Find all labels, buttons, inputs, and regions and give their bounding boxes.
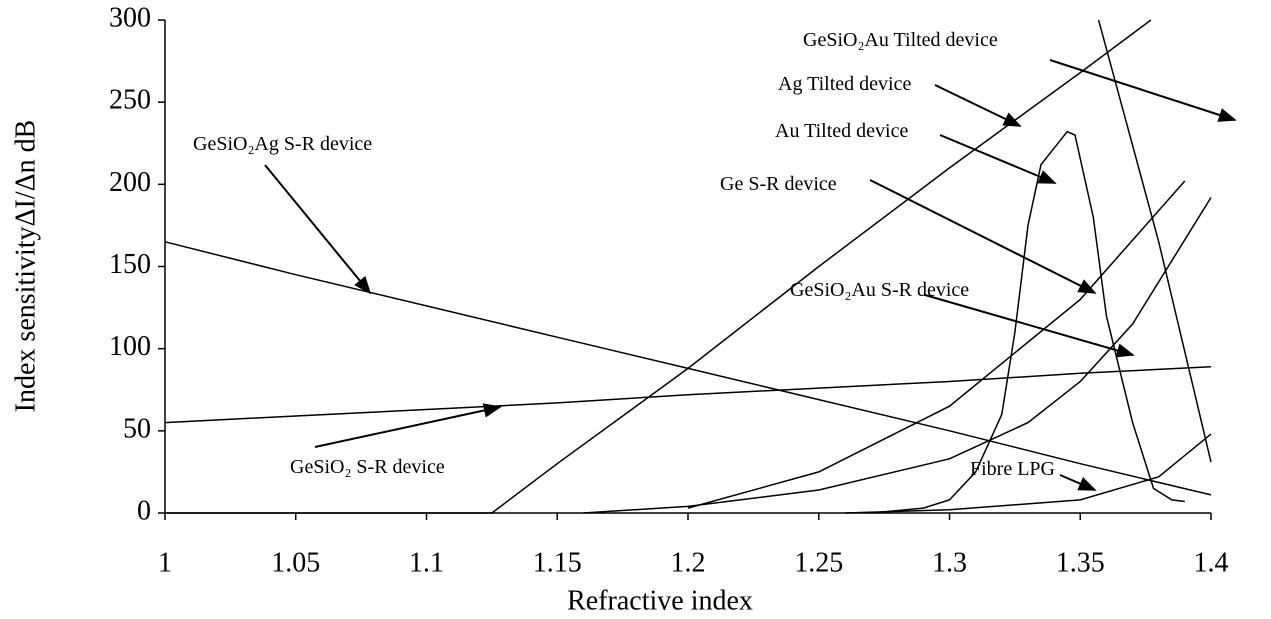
series-line (1097, 19, 1212, 463)
y-tick-label: 150 (109, 249, 151, 280)
x-tick-label: 1.3 (932, 547, 967, 578)
x-tick-label: 1.4 (1194, 547, 1229, 578)
x-tick-label: 1.15 (533, 547, 582, 578)
y-tick-label: 50 (123, 413, 151, 444)
annotation-arrow (924, 294, 1135, 358)
annotation-label: GeSiO₂Ag S-R device (193, 133, 372, 155)
annotation-arrow (869, 179, 1097, 294)
y-axis-title: Index sensitivityΔI/Δn dB (10, 120, 41, 413)
y-tick-label: 300 (109, 2, 151, 33)
annotation-arrow (264, 164, 372, 295)
series-line (844, 433, 1212, 514)
x-tick-label: 1.35 (1056, 547, 1105, 578)
annotation-label: GeSiO₂Au S-R device (790, 279, 969, 301)
x-tick-label: 1 (158, 547, 172, 578)
y-tick-label: 100 (109, 331, 151, 362)
y-tick-label: 200 (109, 167, 151, 198)
y-tick-label: 250 (109, 85, 151, 116)
series-line (164, 365, 1212, 424)
x-tick-label: 1.25 (794, 547, 843, 578)
annotation-arrow (314, 403, 502, 448)
x-tick-label: 1.2 (671, 547, 706, 578)
annotation-label: GeSiO₂ S-R device (290, 456, 445, 478)
y-tick-label: 0 (137, 495, 151, 526)
x-axis-title: Refractive index (567, 585, 753, 616)
series-line (165, 19, 1152, 514)
series-line (871, 130, 1185, 514)
series-line (583, 197, 1212, 514)
annotation-arrow (1049, 59, 1237, 122)
annotation-label: Au Tilted device (775, 120, 908, 142)
annotation-arrow (939, 134, 1057, 184)
series-line (687, 180, 1186, 509)
annotation-label: Fibre LPG (970, 458, 1055, 480)
x-tick-label: 1.1 (409, 547, 444, 578)
annotation-arrow (1059, 474, 1097, 491)
annotation-label: GeSiO₂Au Tilted device (803, 29, 998, 51)
annotation-label: Ag Tilted device (778, 73, 911, 95)
annotation-arrow (934, 84, 1022, 127)
annotation-label: Ge S-R device (720, 173, 837, 195)
x-tick-label: 1.05 (271, 547, 320, 578)
